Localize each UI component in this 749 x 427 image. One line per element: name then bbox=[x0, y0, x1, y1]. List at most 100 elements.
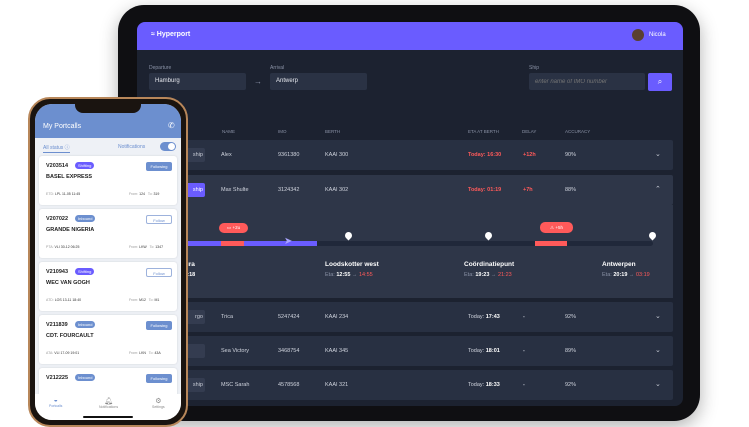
from-label: From: bbox=[129, 298, 139, 302]
chevron-down-icon[interactable]: ⌄ bbox=[655, 151, 661, 158]
delay-segment bbox=[535, 241, 567, 246]
eta-prefix: Today: bbox=[468, 314, 485, 320]
table-row[interactable]: ship Alex 9361380 KAAI 300 Today: 16:30 … bbox=[181, 140, 673, 170]
type-button[interactable]: ship bbox=[185, 183, 205, 197]
to-label: To: bbox=[148, 298, 154, 302]
accuracy: 88% bbox=[565, 187, 577, 193]
meta-label: ATA: bbox=[46, 351, 54, 355]
timeline-stop[interactable]: Loodskotter west Eta: 12:55 → 14:55 bbox=[325, 261, 379, 278]
card-meta: ATA: VLI 17-09 19:01 bbox=[46, 351, 79, 355]
type-button[interactable]: ship bbox=[185, 378, 205, 392]
meta-value: VLI 30-12 06:25 bbox=[54, 245, 80, 249]
location-pin-icon[interactable] bbox=[483, 230, 494, 241]
eta-time: 18:01 bbox=[485, 348, 500, 354]
follow-button[interactable]: Following bbox=[146, 162, 172, 171]
status-badge: Inbound bbox=[75, 321, 96, 328]
portcall-card[interactable]: V211839 Inbound Following CDT. FOURCAULT… bbox=[39, 315, 177, 364]
type-button[interactable] bbox=[185, 344, 205, 358]
delay: - bbox=[523, 382, 525, 388]
column-imo[interactable]: IMO bbox=[278, 129, 287, 134]
search-button[interactable]: ⌕ bbox=[648, 73, 672, 91]
notifications-toggle[interactable] bbox=[160, 142, 176, 151]
column-accuracy[interactable]: ACCURACY bbox=[565, 129, 591, 134]
eta: Today: 18:01 bbox=[468, 348, 500, 354]
follow-button[interactable]: Following bbox=[146, 374, 172, 383]
alert-badge[interactable]: ▭ +2u bbox=[219, 223, 248, 233]
timeline-progress bbox=[187, 241, 318, 246]
follow-button[interactable]: Follow bbox=[146, 268, 172, 277]
follow-button[interactable]: Follow bbox=[146, 215, 172, 224]
phone-frame: My Portcalls ✆ All status ⓘ Notification… bbox=[28, 97, 188, 427]
timeline-track bbox=[187, 241, 653, 246]
bottom-nav: ◒ Portcalls 🔔︎ Notifications ⚙ Settings bbox=[35, 394, 181, 420]
phone-header: My Portcalls ✆ bbox=[35, 104, 181, 138]
chevron-down-icon[interactable]: ⌄ bbox=[655, 381, 661, 388]
eta: Today: 18:33 bbox=[468, 382, 500, 388]
alert-badge[interactable]: ⚠ +5h bbox=[540, 222, 573, 233]
tab-portcalls[interactable]: ◒ Portcalls bbox=[49, 397, 62, 408]
eta-time: 16:30 bbox=[487, 152, 502, 158]
eta: Today: 17:43 bbox=[468, 314, 500, 320]
status-badge: Shifting bbox=[75, 162, 95, 169]
portcall-card[interactable]: V210943 Shifting Follow WEC VAN GOGH ATD… bbox=[39, 262, 177, 311]
accuracy: 92% bbox=[565, 314, 577, 320]
status-badge: Shifting bbox=[75, 268, 95, 275]
vessel-name: WEC VAN GOGH bbox=[46, 280, 90, 286]
status-filter[interactable]: All status ⓘ bbox=[43, 145, 70, 153]
gear-icon: ⚙ bbox=[155, 398, 162, 405]
table-row[interactable]: ship Max Shulte 3124342 KAAI 302 Today: … bbox=[181, 175, 673, 205]
expanded-timeline: ➤ ▭ +2u ⚠ +5h entura e: 23:18 Loodskotte… bbox=[175, 205, 673, 298]
table-row[interactable]: rgo Trica 5247424 KAAI 234 Today: 17:43 … bbox=[181, 302, 673, 332]
location-pin-icon[interactable] bbox=[343, 230, 354, 241]
berth: KAAI 321 bbox=[325, 382, 349, 388]
type-button[interactable]: ship bbox=[185, 148, 205, 162]
portcall-card[interactable]: V207022 Inbound Follow GRANDE NIGERIA PT… bbox=[39, 209, 177, 258]
from-label: From: bbox=[129, 245, 139, 249]
accuracy: 89% bbox=[565, 348, 577, 354]
column-delay[interactable]: DELAY bbox=[522, 129, 537, 134]
type-button[interactable]: rgo bbox=[185, 310, 205, 324]
status-badge: Inbound bbox=[75, 215, 96, 222]
eta: Today: 01:19 bbox=[468, 187, 501, 193]
ship-name: Sea Victory bbox=[221, 348, 250, 354]
to-value: 43A bbox=[154, 351, 161, 355]
eta-label: Eta: bbox=[464, 272, 474, 278]
chat-icon: ▭ bbox=[226, 225, 232, 230]
stop-name: Loodskotter west bbox=[325, 261, 379, 268]
location-pin-icon[interactable] bbox=[647, 230, 658, 241]
chevron-up-icon[interactable]: ⌃ bbox=[655, 186, 661, 193]
to-label: To: bbox=[148, 351, 154, 355]
avatar[interactable] bbox=[632, 29, 644, 41]
user-name[interactable]: Nicola bbox=[649, 32, 666, 38]
eta: Today: 16:30 bbox=[468, 152, 501, 158]
column-name[interactable]: NAME bbox=[222, 129, 236, 134]
meta-label: ATD: bbox=[46, 298, 54, 302]
column-eta[interactable]: ETA AT BERTH bbox=[468, 129, 499, 134]
departure-input[interactable]: Hamburg bbox=[149, 73, 246, 90]
from-value: 124 bbox=[139, 192, 145, 196]
card-meta: ATD: LOS 13-11 18:40 bbox=[46, 298, 81, 302]
table-row[interactable]: Sea Victory 3468754 KAAI 345 Today: 18:0… bbox=[181, 336, 673, 366]
brand-logo[interactable]: ≈ Hyperport bbox=[151, 31, 191, 38]
eta-time: 18:33 bbox=[485, 382, 500, 388]
timeline-stop[interactable]: Antwerpen Eta: 20:19 → 03:19 bbox=[602, 261, 650, 278]
phone-icon[interactable]: ✆ bbox=[168, 121, 175, 130]
eta-prefix: Today: bbox=[468, 382, 485, 388]
portcall-card[interactable]: V203514 Shifting Following BASEL EXPRESS… bbox=[39, 156, 177, 205]
arrow-right-icon: → bbox=[254, 77, 262, 86]
tab-settings[interactable]: ⚙ Settings bbox=[152, 397, 165, 409]
column-berth[interactable]: BERTH bbox=[325, 129, 341, 134]
accuracy: 90% bbox=[565, 152, 577, 158]
status-badge: Inbound bbox=[75, 374, 96, 381]
arrival-input[interactable]: Antwerp bbox=[270, 73, 367, 90]
chevron-down-icon[interactable]: ⌄ bbox=[655, 313, 661, 320]
ship-search-input[interactable] bbox=[529, 73, 645, 90]
tab-notifications[interactable]: 🔔︎ Notifications bbox=[99, 397, 118, 409]
table-row[interactable]: ship MSC Sarah 4578568 KAAI 321 Today: 1… bbox=[181, 370, 673, 400]
follow-button[interactable]: Following bbox=[146, 321, 172, 330]
top-bar: ≈ Hyperport Nicola bbox=[137, 22, 683, 50]
from-value: M12 bbox=[139, 298, 146, 302]
chevron-down-icon[interactable]: ⌄ bbox=[655, 347, 661, 354]
home-indicator bbox=[83, 416, 133, 418]
timeline-stop[interactable]: Coördinatiepunt Eta: 19:23 → 21:23 bbox=[464, 261, 515, 278]
